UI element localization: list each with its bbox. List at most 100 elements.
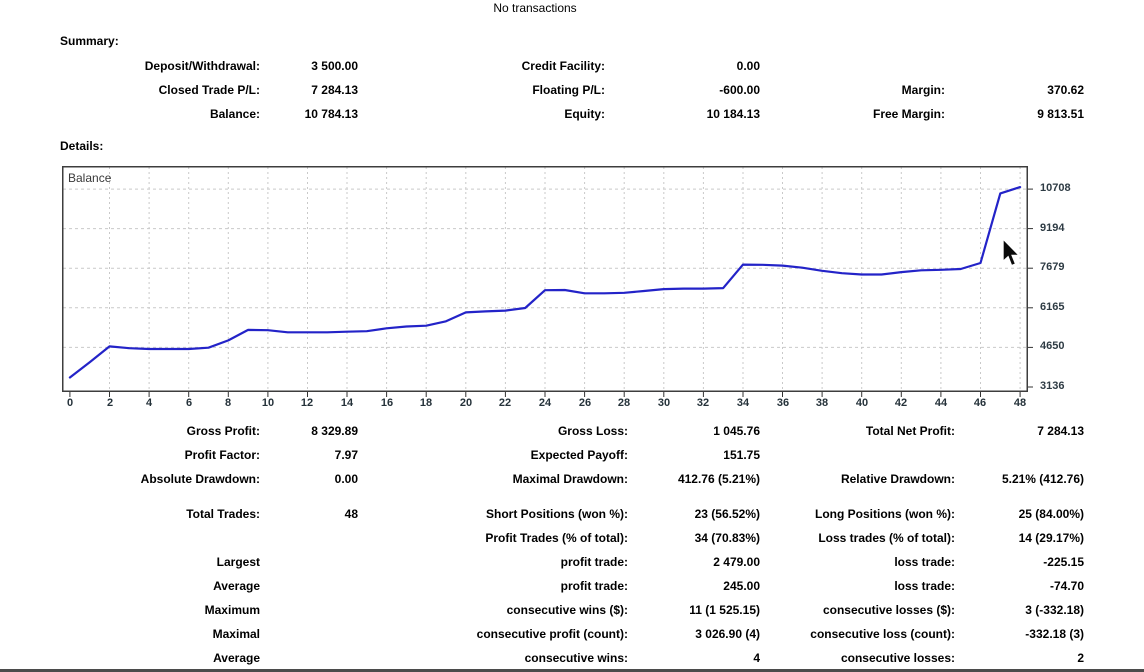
stat-value: 245.00 xyxy=(723,579,760,593)
stat-value xyxy=(260,574,358,598)
x-axis-tick-label: 26 xyxy=(578,397,592,409)
y-axis-tick-label: 3136 xyxy=(1040,380,1065,392)
stat-label: Equity: xyxy=(564,107,605,121)
stat-value: 0.00 xyxy=(736,59,760,73)
stat-label: consecutive loss (count): xyxy=(810,627,955,641)
stat-label: consecutive losses ($): xyxy=(822,603,955,617)
status-text: No transactions xyxy=(493,1,577,15)
stat-value: -600.00 xyxy=(719,83,760,97)
stat-label: Closed Trade P/L: xyxy=(158,83,260,97)
stat-value: 3 500.00 xyxy=(311,59,358,73)
stat-value: 7 284.13 xyxy=(1037,424,1084,438)
summary-title: Summary: xyxy=(60,34,119,48)
x-axis-tick-label: 30 xyxy=(657,397,671,409)
x-axis-tick-label: 24 xyxy=(538,397,552,409)
stat-label xyxy=(760,54,945,78)
stat-label: Maximum xyxy=(204,603,260,617)
x-axis-tick-label: 42 xyxy=(894,397,908,409)
stat-label: Floating P/L: xyxy=(532,83,605,97)
stat-value xyxy=(955,443,1084,467)
stat-label: Profit Trades (% of total): xyxy=(485,531,628,545)
y-axis-tick-label: 4650 xyxy=(1040,340,1065,352)
stat-value xyxy=(260,598,358,622)
x-axis-tick-label: 10 xyxy=(261,397,275,409)
y-axis-tick-label: 10708 xyxy=(1040,182,1071,194)
x-axis-tick-label: 4 xyxy=(145,397,153,409)
stat-label: Relative Drawdown: xyxy=(840,472,955,486)
results-table: Gross Profit: 8 329.89 Gross Loss: 1 045.76… xyxy=(0,419,1084,491)
x-axis-tick-label: 8 xyxy=(224,397,232,409)
x-axis-tick-label: 40 xyxy=(855,397,869,409)
stat-value: -74.70 xyxy=(1049,579,1084,593)
mouse-cursor-icon xyxy=(1001,237,1023,268)
x-axis-tick-label: 34 xyxy=(736,397,750,409)
stat-label: Credit Facility: xyxy=(521,59,605,73)
stat-label: Total Net Profit: xyxy=(865,424,955,438)
stat-label xyxy=(0,526,260,550)
stat-value: 4 xyxy=(753,651,760,665)
stat-value: 151.75 xyxy=(723,448,760,462)
window-bottom-edge xyxy=(0,669,1144,672)
stat-label: Short Positions (won %): xyxy=(486,507,628,521)
x-axis-tick-label: 32 xyxy=(696,397,710,409)
balance-chart-canvas xyxy=(62,166,1033,397)
trades-table: Total Trades: 48 Short Positions (won %): 2… xyxy=(0,502,1084,670)
stat-label: Gross Profit: xyxy=(186,424,260,438)
x-axis-tick-label: 16 xyxy=(380,397,394,409)
x-axis-tick-label: 14 xyxy=(340,397,354,409)
x-axis-tick-label: 46 xyxy=(973,397,987,409)
stat-value: 2 xyxy=(1077,651,1084,665)
stat-value: 412.76 (5.21%) xyxy=(677,472,760,486)
stat-label: Loss trades (% of total): xyxy=(818,531,955,545)
stat-value: 7 284.13 xyxy=(311,83,358,97)
stat-label: loss trade: xyxy=(894,555,955,569)
stat-value: 3 026.90 (4) xyxy=(695,627,760,641)
stat-value xyxy=(260,526,358,550)
stat-value: -332.18 (3) xyxy=(1025,627,1084,641)
stat-value: 8 329.89 xyxy=(311,424,358,438)
chart-series-label: Balance xyxy=(68,171,112,185)
stat-value: 10 784.13 xyxy=(304,107,358,121)
stat-value: 370.62 xyxy=(1047,83,1084,97)
stat-value: 1 045.76 xyxy=(713,424,760,438)
x-axis-tick-label: 44 xyxy=(934,397,948,409)
stat-label: Maximal xyxy=(212,627,260,641)
summary-table: Deposit/Withdrawal: 3 500.00 Credit Facili… xyxy=(0,54,1084,126)
stat-label: consecutive profit (count): xyxy=(476,627,628,641)
stat-label: Average xyxy=(213,579,260,593)
x-axis-tick-label: 48 xyxy=(1013,397,1027,409)
y-axis-tick-label: 6165 xyxy=(1040,301,1065,313)
stat-label: Free Margin: xyxy=(872,107,945,121)
x-axis-tick-label: 12 xyxy=(300,397,314,409)
stat-value: 3 (-332.18) xyxy=(1025,603,1084,617)
stat-value xyxy=(945,54,1084,78)
x-axis-tick-label: 6 xyxy=(185,397,193,409)
x-axis-tick-label: 18 xyxy=(419,397,433,409)
stat-label: Long Positions (won %): xyxy=(815,507,955,521)
stat-value: 25 (84.00%) xyxy=(1018,507,1084,521)
stat-label: consecutive wins ($): xyxy=(506,603,628,617)
stat-label: Average xyxy=(213,651,260,665)
stat-label: loss trade: xyxy=(894,579,955,593)
stat-label: Balance: xyxy=(209,107,260,121)
x-axis-tick-label: 36 xyxy=(776,397,790,409)
stat-value: -225.15 xyxy=(1043,555,1084,569)
stat-value xyxy=(260,550,358,574)
stat-value: 10 184.13 xyxy=(706,107,760,121)
stat-value: 34 (70.83%) xyxy=(694,531,760,545)
x-axis-tick-label: 20 xyxy=(459,397,473,409)
stat-label: Profit Factor: xyxy=(184,448,260,462)
x-axis-tick-label: 2 xyxy=(106,397,114,409)
stat-value: 11 (1 525.15) xyxy=(689,603,760,617)
stat-label: Largest xyxy=(216,555,260,569)
stat-value xyxy=(260,646,358,670)
stat-value: 2 479.00 xyxy=(713,555,760,569)
balance-chart: Balance 3136 4650 6165 7679 9194 10708 0 2 4 6 8 10… xyxy=(62,166,1102,416)
x-axis-tick-label: 0 xyxy=(66,397,74,409)
stat-value: 14 (29.17%) xyxy=(1018,531,1084,545)
stat-value: 9 813.51 xyxy=(1037,107,1084,121)
stat-label: profit trade: xyxy=(560,579,628,593)
stat-label: consecutive wins: xyxy=(524,651,628,665)
stat-value: 48 xyxy=(344,507,358,521)
